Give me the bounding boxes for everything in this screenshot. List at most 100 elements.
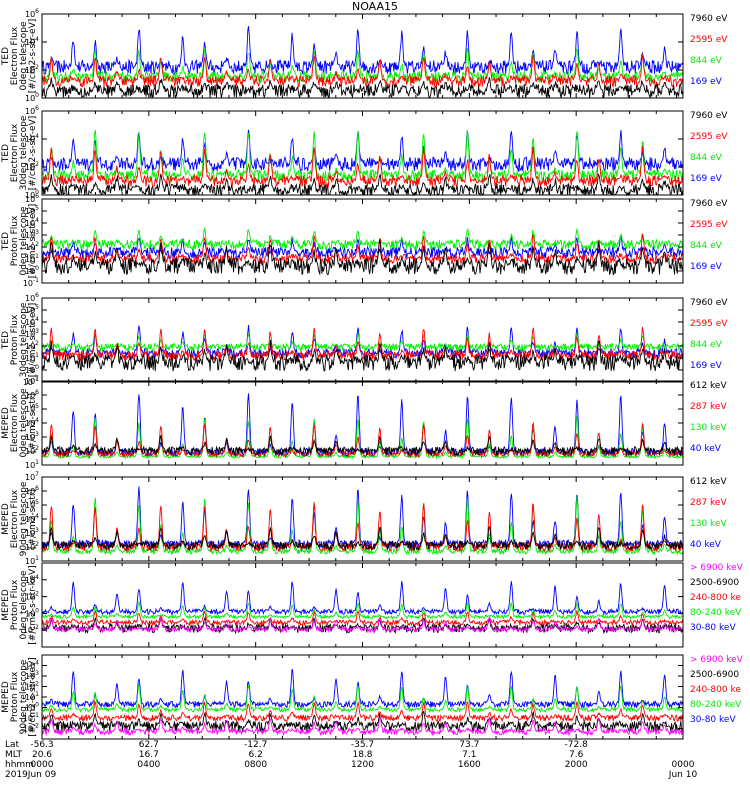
series-line-169-ev [41,26,684,76]
y-axis-label: [#/cm2-s-str-keV] [28,565,38,644]
x-tick-label: 0000 [672,760,695,770]
y-tick-label: 101 [25,555,39,566]
y-tick-label: 103 [25,328,39,339]
legend-entry: 287 keV [690,402,727,412]
y-tick-label: 100 [25,702,39,713]
y-tick-label: 100 [25,364,39,375]
legend-entry: 2500-6900 [690,670,739,680]
panel-5: 101 102 103 104 105 106 107 MEPED Electron Flux 0… [1,375,727,470]
series-line-40-kev [41,393,684,459]
y-tick-label: 102 [25,340,39,351]
y-axis-label: Electron Flux [10,489,20,548]
y-tick-label: 106 [25,105,39,116]
series-line-2500-6900 [41,710,684,734]
y-tick-label: 107 [25,471,39,482]
y-axis-label: Electron Flux [10,123,20,182]
legend-entry: 80-240 keV [690,700,742,710]
y-axis-label: 30deg telescope [19,115,29,190]
y-axis-label: 0deg telescope [19,570,29,640]
y-tick-label: 104 [25,217,39,228]
legend-entry: 40 keV [690,444,722,454]
panel-frame [41,110,684,196]
y-axis-label: 0deg telescope [19,206,29,276]
y-tick-label: 101 [25,691,39,702]
y-tick-label: 106 [25,193,39,204]
x-tick-label: -12.7 [244,740,267,750]
series-line-844-ev [41,130,684,183]
legend-entry: 612 keV [690,381,727,391]
x-tick-label: 18.8 [352,750,372,760]
legend-entry: 7960 eV [690,111,728,121]
page-title: NOAA15 [351,0,399,13]
legend-entry: 2595 eV [690,319,728,329]
x-tick-label: 7.6 [569,750,584,760]
y-axis-label: 90deg telescope [19,481,29,556]
y-axis-label: Electron Flux [10,393,20,452]
panel-6: 101 102 103 104 105 106 107 MEPED Electron Flux 9… [1,471,727,566]
y-tick-label: 106 [25,292,39,303]
series-line-2595-ev [41,54,684,89]
y-tick-label: 104 [25,316,39,327]
x-tick-label: 0400 [137,760,160,770]
series-line--6900-kev [41,717,684,737]
y-tick-label: 10-1 [23,277,39,288]
series-line-30-80-kev [41,580,684,616]
y-tick-label: 102 [25,681,39,692]
legend-entry: 240-800 ke [690,685,741,695]
y-tick-label: 102 [25,445,39,456]
x-tick-label: 16.7 [139,750,159,760]
y-axis-label: [#/cm2-s-str-eV] [28,204,38,279]
y-axis-label: MEPED [1,503,11,535]
y-axis-label: 30deg telescope [19,302,29,377]
x-tick-label: 7.1 [462,750,476,760]
legend-entry: 130 keV [690,519,727,529]
x-tick-label: 73.7 [459,740,479,750]
series-line-130-kev [41,496,684,556]
y-axis-label: [#/cm2-s-str-eV] [28,116,38,191]
panel-7: 10-2 100 102 104 MEPED Proton Flux 0deg telesc… [1,562,744,648]
y-tick-label: 107 [25,375,39,386]
x-tick-label: Jun 10 [668,770,698,780]
y-axis-label: MEPED [1,589,11,621]
series-line-80-240-kev [41,600,684,621]
y-tick-label: 100 [25,265,39,276]
y-tick-label: 106 [25,485,39,496]
y-tick-label: 100 [25,189,39,200]
legend-entry: 240-800 ke [690,593,741,603]
x-row-label: Lat [5,740,20,750]
x-tick-label: Jun 09 [27,770,57,780]
legend-entry: 844 eV [690,241,723,251]
y-axis-label: [#/cm2-s-str-eV] [28,303,38,378]
legend-entry: 169 eV [690,262,723,272]
x-row-label: MLT [5,750,23,760]
legend-entry: > 6900 keV [690,655,744,665]
x-tick-label: 6.2 [249,750,263,760]
y-tick-label: 103 [25,527,39,538]
y-axis-label: Proton Flux [10,215,20,266]
y-tick-label: 104 [25,513,39,524]
legend-entry: 612 keV [690,477,727,487]
y-axis-label: 0deg telescope [19,388,29,458]
series-line-2500-6900 [42,615,684,635]
y-tick-label: 106 [25,389,39,400]
x-tick-label: -72.8 [565,740,589,750]
y-axis-label: MEPED [1,681,11,713]
legend-entry: 30-80 keV [690,623,736,633]
x-tick-label: 0800 [244,760,267,770]
x-tick-label: 1200 [351,760,374,770]
legend-entry: 169 eV [690,174,723,184]
x-tick-label: -35.7 [351,740,374,750]
series-line-169-ev [41,324,684,360]
legend-entry: 40 keV [690,540,722,550]
series-line-7960-ev [41,340,684,372]
x-row-label: hhmm [5,760,34,770]
x-row-label: 2019 [5,770,28,780]
series-line-240-800-ke [41,699,684,723]
series-line-80-240-kev [41,683,684,714]
y-tick-label: 10-2 [23,723,39,734]
y-axis-label: TED [1,144,11,163]
legend-entry: 2595 eV [690,132,728,142]
